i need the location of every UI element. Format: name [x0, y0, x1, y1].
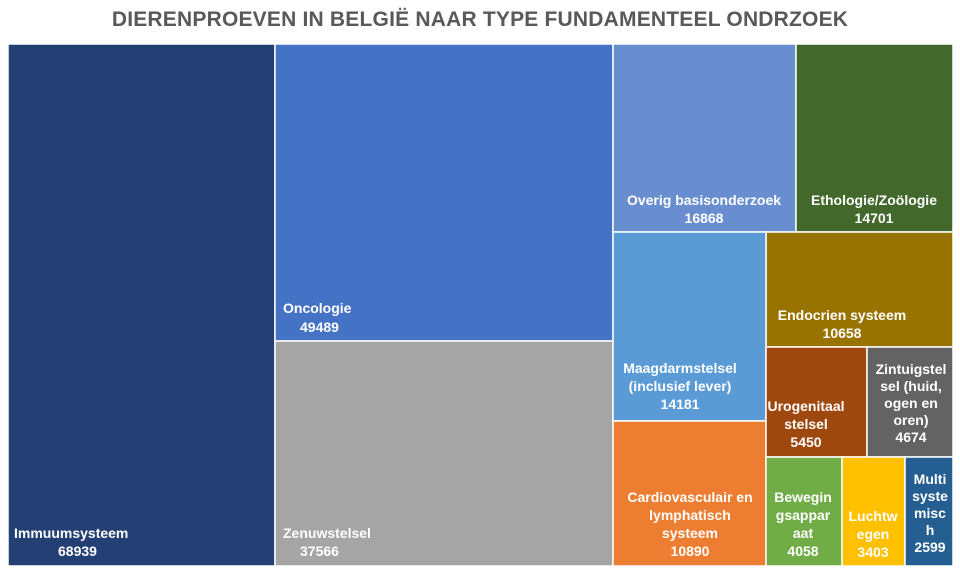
tile-endocrien-systeem	[765, 231, 954, 348]
label-line-multisystemisch: h	[926, 522, 935, 538]
label-line-oncologie: Oncologie	[283, 300, 352, 316]
tile-bewegingsapparaat	[765, 456, 843, 567]
label-line-bewegingsapparaat: aat	[793, 525, 814, 541]
tile-label-zintuigstelsel-huid-ogen-en-oren: Zintuigstel sel (huid, ogen en oren) 4674	[876, 361, 947, 445]
tile-label-bewegingsapparaat: Bewegin gsappar aat 4058	[774, 489, 832, 559]
value-maagdarmstelsel-inclusief-lever: 14181	[661, 396, 700, 412]
tile-label-oncologie: Oncologie 49489	[283, 300, 352, 335]
chart-title: DIERENPROEVEN IN BELGIË NAAR TYPE FUNDAM…	[111, 8, 849, 31]
value-overig-basisonderzoek: 16868	[685, 210, 724, 226]
label-line-multisystemisch: syste	[912, 488, 948, 504]
value-zenuwstelsel: 37566	[300, 543, 339, 559]
tile-label-cardiovasculair-en-lymphatisch-systeem: Cardiovasculair en lymphatisch systeem 1089…	[627, 489, 752, 559]
label-line-maagdarmstelsel-inclusief-lever: Maagdarmstelsel	[623, 360, 737, 376]
label-line-luchtwegen: Luchtw	[849, 508, 898, 524]
label-line-zintuigstelsel-huid-ogen-en-oren: ogen en	[884, 395, 938, 411]
tile-label-overig-basisonderzoek: Overig basisonderzoek 16868	[627, 192, 781, 226]
label-line-ethologie-zoologie: Ethologie/Zoölogie	[811, 192, 937, 208]
tile-overig-basisonderzoek	[612, 43, 797, 233]
label-line-urogenitaal-stelsel: stelsel	[784, 416, 828, 432]
label-line-luchtwegen: egen	[857, 526, 890, 542]
value-endocrien-systeem: 10658	[823, 325, 862, 341]
tile-maagdarmstelsel-inclusief-lever	[612, 231, 767, 422]
label-line-zintuigstelsel-huid-ogen-en-oren: Zintuigstel	[876, 361, 947, 377]
tile-label-luchtwegen: Luchtw egen 3403	[849, 508, 898, 560]
tile-label-multisystemisch: Multi syste misc h 2599	[912, 471, 948, 555]
value-cardiovasculair-en-lymphatisch-systeem: 10890	[671, 543, 710, 559]
label-line-multisystemisch: misc	[914, 505, 946, 521]
value-luchtwegen: 3403	[857, 544, 888, 560]
label-line-overig-basisonderzoek: Overig basisonderzoek	[627, 192, 781, 208]
tile-urogenitaal-stelsel	[765, 346, 868, 458]
tile-label-ethologie-zoologie: Ethologie/Zoölogie 14701	[811, 192, 937, 226]
tile-zenuwstelsel	[274, 340, 614, 567]
tile-label-zenuwstelsel: Zenuwstelsel 37566	[283, 525, 371, 559]
value-zintuigstelsel-huid-ogen-en-oren: 4674	[895, 429, 926, 445]
label-line-urogenitaal-stelsel: Urogenitaal	[767, 398, 844, 414]
tile-multisystemisch	[904, 456, 954, 567]
label-line-cardiovasculair-en-lymphatisch-systeem: lymphatisch	[649, 507, 731, 523]
tile-oncologie	[274, 43, 614, 342]
value-ethologie-zoologie: 14701	[855, 210, 894, 226]
label-line-immuumsysteem: Immuumsysteem	[14, 525, 128, 541]
tile-zintuigstelsel-huid-ogen-en-oren	[866, 346, 954, 458]
label-line-endocrien-systeem: Endocrien systeem	[778, 307, 906, 323]
tile-luchtwegen	[841, 456, 906, 567]
value-immuumsysteem: 68939	[58, 543, 97, 559]
label-line-bewegingsapparaat: Bewegin	[774, 489, 832, 505]
label-line-zintuigstelsel-huid-ogen-en-oren: sel (huid,	[880, 378, 941, 394]
tile-label-urogenitaal-stelsel: Urogenitaal stelsel 5450	[767, 398, 844, 450]
label-line-zenuwstelsel: Zenuwstelsel	[283, 525, 371, 541]
value-urogenitaal-stelsel: 5450	[790, 434, 821, 450]
tile-label-immuumsysteem: Immuumsysteem 68939	[14, 525, 128, 559]
value-oncologie: 49489	[300, 319, 339, 335]
tile-label-endocrien-systeem: Endocrien systeem 10658	[778, 307, 906, 341]
value-multisystemisch: 2599	[914, 539, 945, 555]
label-line-maagdarmstelsel-inclusief-lever: (inclusief lever)	[629, 378, 732, 394]
label-line-cardiovasculair-en-lymphatisch-systeem: Cardiovasculair en	[627, 489, 752, 505]
label-line-zintuigstelsel-huid-ogen-en-oren: oren)	[894, 412, 929, 428]
label-line-multisystemisch: Multi	[914, 471, 947, 487]
tile-cardiovasculair-en-lymphatisch-systeem	[612, 420, 767, 567]
value-bewegingsapparaat: 4058	[787, 543, 818, 559]
label-line-bewegingsapparaat: gsappar	[776, 507, 831, 523]
tile-label-maagdarmstelsel-inclusief-lever: Maagdarmstelsel (inclusief lever) 14181	[623, 360, 737, 412]
tile-ethologie-zoologie	[795, 43, 954, 233]
tile-immuumsysteem	[7, 43, 276, 567]
label-line-cardiovasculair-en-lymphatisch-systeem: systeem	[662, 525, 718, 541]
